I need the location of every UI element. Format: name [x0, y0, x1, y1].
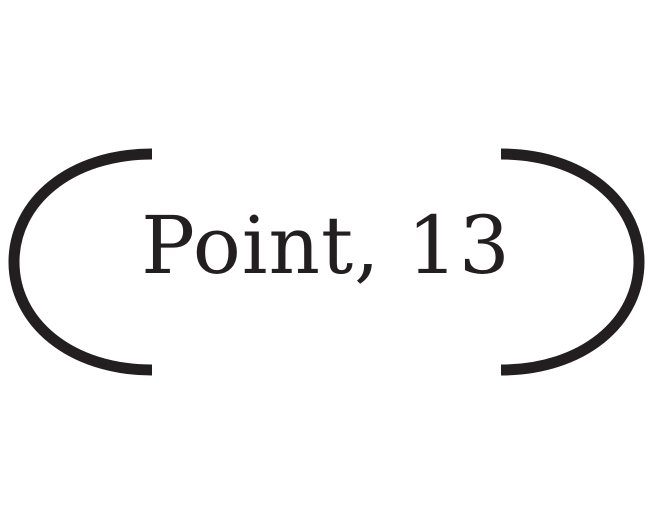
logo-text: Point, 13 [141, 199, 511, 292]
